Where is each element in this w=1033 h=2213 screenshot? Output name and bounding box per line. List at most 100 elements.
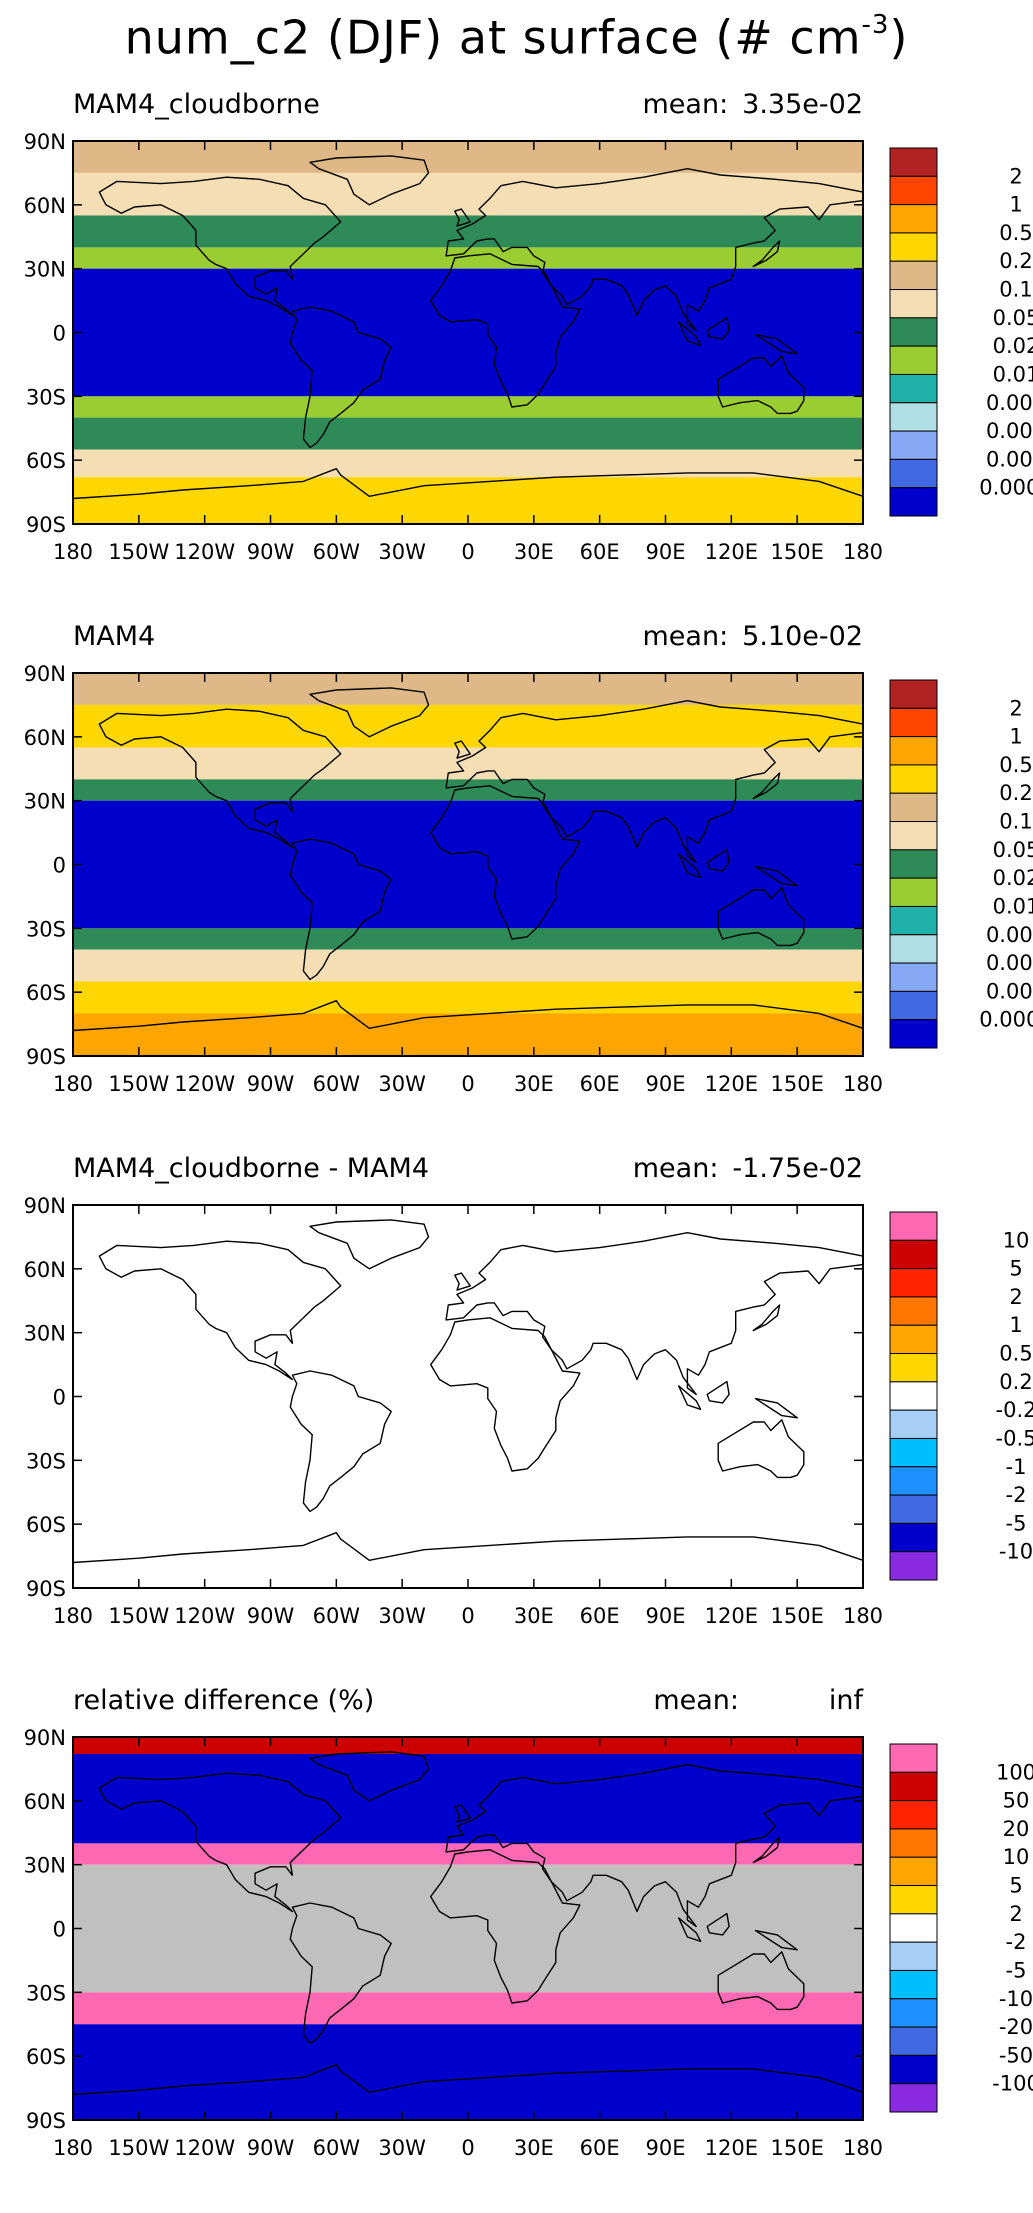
mean-value: 5.10e-02 [742, 621, 863, 652]
coastline-5 [717, 887, 805, 947]
colorbar-label: 1 [1009, 193, 1022, 217]
y-tick-label: 0 [53, 854, 66, 878]
y-tick-label: 90N [24, 130, 66, 154]
colorbar-swatch [889, 1211, 938, 1241]
colorbar-swatch [889, 1828, 938, 1858]
y-tick-label: 30S [26, 1981, 66, 2005]
colorbar-label: 5 [1009, 1257, 1022, 1281]
colorbar: 100 50 20 10 5 2 -2 -5 -10 -20 -50 -100 [889, 1743, 1033, 2113]
colorbar-label: -10 [999, 1987, 1033, 2011]
y-tick-label: 60N [24, 194, 66, 218]
colorbar-swatch [889, 1381, 938, 1411]
coastline-10 [754, 1397, 798, 1419]
x-tick-label: 90E [646, 1604, 686, 1628]
colorbar-swatch [889, 147, 938, 177]
map-chart: 180 150W 120W 90W 60W 30W 0 30E 60E 90E 120E 150E 18… [24, 89, 1033, 564]
colorbar-swatch [889, 1239, 938, 1270]
x-tick-labels: 180 150W 120W 90W 60W 30W 0 30E 60E 90E 120E 150E 18… [53, 540, 883, 564]
y-tick-labels: 90N 60N 30N 0 30S 60S 90S [24, 130, 66, 537]
y-tick-label: 60N [24, 1790, 66, 1814]
map-chart: 180 150W 120W 90W 60W 30W 0 30E 60E 90E 120E 150E 18… [24, 1685, 1033, 2160]
colorbar-label: 0.05 [993, 838, 1033, 862]
colorbar-swatch [889, 345, 938, 375]
colorbar-swatch [889, 707, 938, 738]
colorbar-swatch [889, 764, 938, 794]
x-tick-label: 30E [514, 1072, 554, 1096]
x-tick-label: 150W [108, 1604, 169, 1628]
coastline-11 [454, 1804, 471, 1823]
coastline-9 [752, 1836, 781, 1864]
x-tick-labels: 180 150W 120W 90W 60W 30W 0 30E 60E 90E 120E 150E 18… [53, 1072, 883, 1096]
x-tick-label: 30E [514, 540, 554, 564]
colorbar-label: 10 [1003, 1845, 1030, 1869]
coastline-0 [98, 1772, 342, 1913]
axis-ticks [72, 672, 864, 1057]
coastline-4 [445, 700, 864, 864]
x-tick-label: 30W [378, 540, 426, 564]
mean-label: mean: [653, 1685, 739, 1716]
x-tick-label: 90E [646, 540, 686, 564]
y-tick-label: 90S [26, 2109, 66, 2133]
colorbar-swatch [889, 1913, 938, 1943]
colorbar-label: 50 [1003, 1789, 1030, 1813]
x-tick-label: 180 [843, 1604, 883, 1628]
zone-1 [73, 172, 863, 216]
x-tick-label: 180 [843, 2136, 883, 2160]
coastline-3 [430, 785, 581, 940]
coastline-10 [754, 1929, 798, 1951]
title-close: ) [889, 10, 909, 65]
x-tick-label: 150E [770, 1072, 823, 1096]
colorbar-label: 0.05 [993, 306, 1033, 330]
colorbar-label: -20 [999, 2015, 1033, 2039]
zone-5 [73, 396, 863, 418]
panel-relative-difference: 180 150W 120W 90W 60W 30W 0 30E 60E 90E 120E 150E 18… [0, 1681, 1033, 2213]
coastline-7 [678, 853, 702, 878]
colorbar-label: -5 [1006, 1511, 1027, 1535]
mean-label: mean: [633, 1153, 719, 1184]
x-tick-label: 120E [705, 1604, 758, 1628]
coastline-9 [752, 240, 781, 268]
zone-7 [73, 981, 863, 1014]
colorbar-label: 2 [1009, 1285, 1022, 1309]
x-tick-label: 150E [770, 2136, 823, 2160]
x-tick-label: 180 [53, 1072, 93, 1096]
colorbar-swatch [889, 2083, 938, 2113]
coastline-4 [445, 1232, 864, 1396]
x-tick-label: 60E [580, 1604, 620, 1628]
mean-value: inf [829, 1685, 865, 1716]
x-tick-label: 120E [705, 2136, 758, 2160]
coastline-8 [706, 848, 730, 872]
x-tick-label: 150W [108, 2136, 169, 2160]
colorbar-swatch [889, 1522, 938, 1553]
x-tick-label: 150E [770, 540, 823, 564]
figure-title: num_c2 (DJF) at surface (# cm-3) [0, 0, 1033, 66]
coastline-10 [754, 333, 798, 355]
y-tick-label: 30N [24, 1322, 66, 1346]
zone-6 [73, 949, 863, 982]
x-tick-label: 60W [313, 540, 361, 564]
y-tick-label: 60S [26, 1513, 66, 1537]
colorbar-swatch [889, 962, 938, 992]
colorbar-label: 10 [1003, 1228, 1030, 1252]
colorbar-label: 0.001 [986, 447, 1033, 471]
x-tick-label: 180 [843, 540, 883, 564]
colorbar-label: 2 [1009, 1902, 1022, 1926]
y-tick-label: 30N [24, 1854, 66, 1878]
mean-label: mean: [643, 89, 729, 120]
x-tick-label: 30E [514, 1604, 554, 1628]
colorbar-swatch [889, 289, 938, 319]
map-chart: 180 150W 120W 90W 60W 30W 0 30E 60E 90E 120E 150E 18… [24, 1153, 1033, 1628]
x-tick-label: 120W [174, 2136, 235, 2160]
zone-6 [73, 417, 863, 450]
colorbar-swatch [889, 1268, 938, 1298]
colorbar-label: -10 [999, 1540, 1033, 1564]
colorbar-swatch [889, 1885, 938, 1915]
colorbar-swatch [889, 430, 938, 460]
colorbar-swatch [889, 821, 938, 851]
colorbar-swatch [889, 487, 938, 517]
coastline-1 [309, 1219, 430, 1270]
zone-1 [73, 704, 863, 748]
y-tick-label: 90N [24, 662, 66, 686]
coastline-5 [717, 1419, 805, 1479]
colorbar-swatch [889, 204, 938, 234]
